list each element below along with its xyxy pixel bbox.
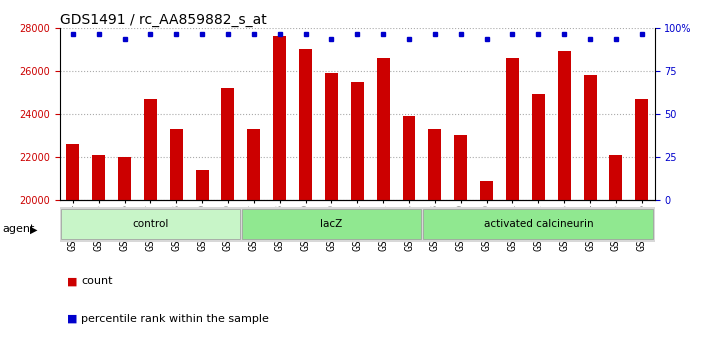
Text: ▶: ▶ (30, 225, 37, 234)
Bar (635, 99, 648, 200)
Text: control: control (132, 219, 168, 229)
Text: agent: agent (2, 225, 34, 234)
Text: count: count (81, 276, 113, 286)
Text: ■: ■ (67, 314, 77, 324)
Bar (454, 135, 467, 200)
Bar (325, 73, 338, 200)
Text: percentile rank within the sample: percentile rank within the sample (81, 314, 269, 324)
Text: GDS1491 / rc_AA859882_s_at: GDS1491 / rc_AA859882_s_at (60, 12, 267, 27)
Bar (92, 155, 105, 200)
Bar (429, 129, 441, 200)
Text: activated calcineurin: activated calcineurin (484, 219, 593, 229)
Text: lacZ: lacZ (320, 219, 343, 229)
Bar (377, 58, 389, 200)
Bar (170, 129, 183, 200)
Bar (480, 181, 493, 200)
Bar (247, 129, 260, 200)
Bar (66, 144, 80, 200)
Bar (299, 49, 312, 200)
Bar (196, 170, 208, 200)
Bar (423, 209, 653, 239)
Bar (61, 209, 239, 239)
Bar (610, 155, 622, 200)
Bar (144, 99, 157, 200)
Bar (222, 88, 234, 200)
Bar (403, 116, 415, 200)
Bar (351, 81, 364, 200)
Bar (242, 209, 421, 239)
Bar (584, 75, 596, 200)
Bar (273, 36, 286, 200)
Bar (532, 95, 545, 200)
Text: ■: ■ (67, 276, 77, 286)
Bar (558, 51, 571, 200)
Bar (506, 58, 519, 200)
Bar (118, 157, 131, 200)
